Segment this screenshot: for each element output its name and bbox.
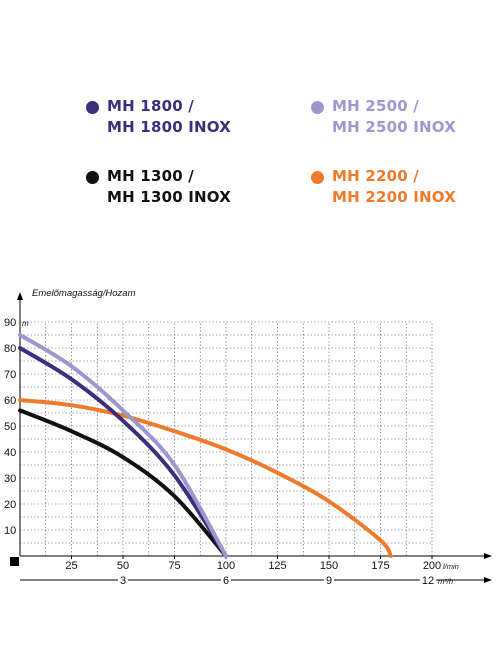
legend-item-mh1300: MH 1300 / MH 1300 INOX	[86, 166, 231, 208]
x2-label-bg	[419, 575, 437, 587]
series-line-mh-1300	[18, 408, 228, 558]
legend-line1: MH 1300 /	[107, 167, 194, 185]
chart-series	[18, 333, 393, 558]
y-tick-label: 30	[4, 473, 16, 485]
y-axis-arrow	[17, 292, 23, 300]
y-tick-label: 70	[4, 369, 16, 381]
x-axis-arrow	[484, 553, 492, 559]
legend-line1: MH 1800 /	[107, 97, 194, 115]
legend-label-mh2500: MH 2500 / MH 2500 INOX	[332, 96, 456, 138]
y-tick-label: 60	[4, 395, 16, 407]
chart-labels: Emelőmagasság/Hozam 10 20 30 40 50 60 70 80 90 m 25…	[4, 288, 459, 587]
legend-item-mh1800: MH 1800 / MH 1800 INOX	[86, 96, 231, 138]
legend-line1: MH 2500 /	[332, 97, 419, 115]
legend-label-mh2200: MH 2200 / MH 2200 INOX	[332, 166, 456, 208]
series-line-mh-2500	[18, 333, 228, 558]
x2-tick-label: 3	[120, 575, 126, 587]
origin-square	[10, 557, 19, 566]
legend-item-mh2200: MH 2200 / MH 2200 INOX	[311, 166, 456, 208]
x2-axis-arrow	[484, 577, 492, 583]
x2-unit-label: m³/h	[438, 577, 453, 586]
x-tick-label: 75	[168, 560, 180, 572]
x-tick-label: 100	[217, 560, 235, 572]
legend-label-mh1800: MH 1800 / MH 1800 INOX	[107, 96, 231, 138]
y-tick-label: 90	[4, 317, 16, 329]
legend-item-mh2500: MH 2500 / MH 2500 INOX	[311, 96, 456, 138]
x-tick-label: 175	[371, 560, 389, 572]
x-tick-label: 200	[423, 560, 441, 572]
y-axis-title: Emelőmagasság/Hozam	[32, 288, 136, 299]
legend-line2: MH 1800 INOX	[107, 118, 231, 136]
x-tick-label: 25	[65, 560, 77, 572]
legend-dot-mh2500	[311, 101, 324, 114]
y-tick-label: 20	[4, 499, 16, 511]
x-tick-label: 125	[268, 560, 286, 572]
x2-tick-label: 6	[223, 575, 229, 587]
y-unit-label: m	[22, 319, 29, 328]
x-tick-label: 150	[320, 560, 338, 572]
chart-axes	[10, 292, 492, 583]
y-tick-label: 80	[4, 343, 16, 355]
legend-dot-mh1800	[86, 101, 99, 114]
legend-dot-mh2200	[311, 171, 324, 184]
x2-label-bg	[220, 575, 232, 587]
legend-line2: MH 1300 INOX	[107, 188, 231, 206]
legend-line1: MH 2200 /	[332, 167, 419, 185]
legend-dot-mh1300	[86, 171, 99, 184]
y-tick-label: 40	[4, 447, 16, 459]
x2-tick-label: 12	[422, 575, 434, 587]
x2-tick-label: 9	[326, 575, 332, 587]
legend-line2: MH 2200 INOX	[332, 188, 456, 206]
x-unit-label: l/min	[443, 562, 459, 571]
legend-label-mh1300: MH 1300 / MH 1300 INOX	[107, 166, 231, 208]
x-tick-label: 50	[117, 560, 129, 572]
y-tick-label: 50	[4, 421, 16, 433]
chart-grid	[20, 321, 433, 556]
y-tick-label: 10	[4, 525, 16, 537]
series-line-mh-2200	[18, 398, 393, 558]
series-line-mh-1800	[18, 346, 228, 558]
x2-label-bg	[323, 575, 335, 587]
x2-label-bg	[117, 575, 129, 587]
legend-line2: MH 2500 INOX	[332, 118, 456, 136]
